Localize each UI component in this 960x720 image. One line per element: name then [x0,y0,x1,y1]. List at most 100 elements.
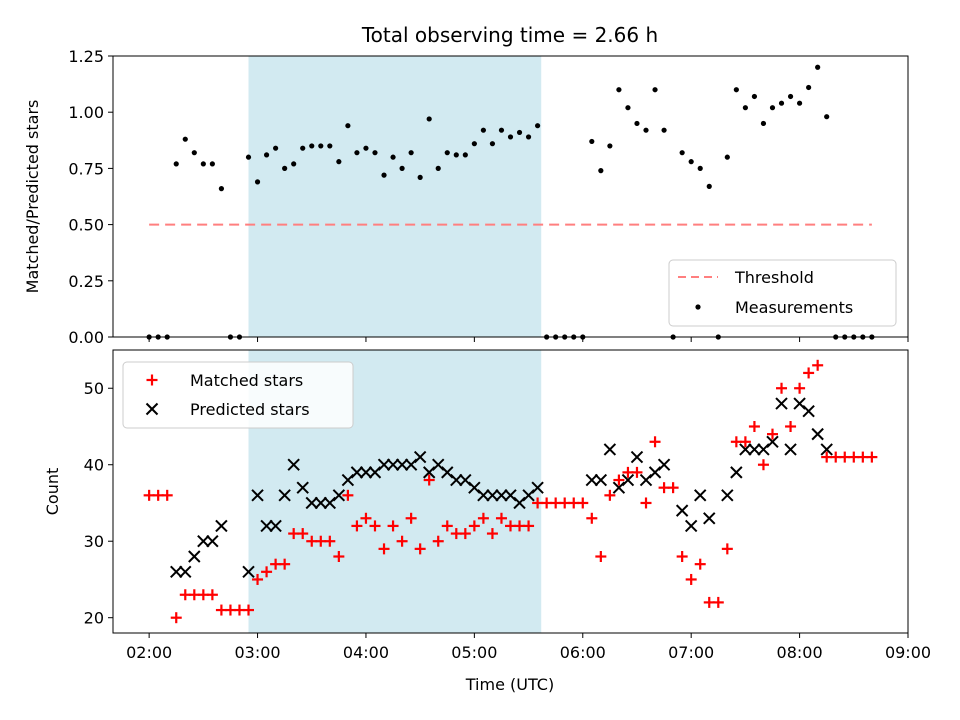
predicted-star-point [305,496,318,510]
top-shaded-span [248,56,542,337]
measurement-point [191,150,197,156]
predicted-star-point [197,535,210,548]
measurement-point [282,165,288,171]
matched-star-point [694,558,706,570]
measurement-point [607,143,613,149]
y-tick-label: 30 [84,532,104,551]
predicted-star-point [395,458,409,471]
predicted-star-point [170,565,183,579]
matched-star-point [243,604,255,616]
x-tick-label: 08:00 [777,643,823,662]
measurement-point [643,127,649,133]
matched-star-point [459,528,471,540]
top-x-ticks [148,337,909,342]
x-tick-label: 07:00 [668,643,714,662]
measurement-point [453,152,459,158]
matched-star-point [803,367,815,379]
matched-star-point [649,436,661,448]
legend-matched-label: Matched stars [190,371,303,390]
matched-star-point [676,551,688,563]
measurement-point [516,129,523,136]
predicted-star-point [386,458,400,471]
measurement-point [733,87,739,93]
measurement-point [390,154,396,160]
matched-star-point [342,489,354,501]
matched-star-point [387,520,399,532]
predicted-star-point [585,473,599,487]
measurement-point [336,159,342,165]
matched-star-point [486,528,498,540]
top-title: Total observing time = 2.66 h [361,23,658,47]
matched-star-point [776,382,788,394]
x-tick-label: 03:00 [234,643,280,662]
matched-star-point [477,512,489,524]
x-tick-label: 02:00 [126,643,172,662]
legend-predicted-label: Predicted stars [190,400,310,419]
measurement-point [372,150,378,156]
predicted-star-point [703,512,716,525]
predicted-star-point [188,550,201,563]
predicted-star-point [206,535,219,548]
measurement-point [815,64,821,70]
measurement-point [697,165,703,171]
measurement-point [688,159,694,165]
measurement-point [634,120,640,127]
x-tick-label: 06:00 [560,643,606,662]
matched-star-point [405,512,417,524]
matched-star-point [667,482,679,494]
measurement-point [706,183,712,189]
predicted-star-point [450,473,463,487]
measurement-point [778,100,785,106]
predicted-star-point [215,519,228,533]
matched-star-point [468,520,480,532]
predicted-star-point [748,443,761,456]
measurement-point [806,84,812,91]
measurement-point [273,145,279,151]
matched-star-point [685,573,697,585]
predicted-star-point [332,489,346,502]
predicted-star-point [675,504,689,517]
predicted-star-point [377,458,391,471]
predicted-star-point [314,496,327,510]
predicted-star-point [811,427,824,441]
measurement-point [480,127,486,133]
predicted-star-point [694,489,707,502]
predicted-star-point [739,443,752,456]
predicted-star-point [684,519,698,533]
matched-star-point [161,489,173,501]
matched-star-point [757,459,769,471]
matched-star-point [785,420,797,432]
predicted-star-point [242,565,255,579]
matched-star-point [378,543,390,555]
y-tick-label: 50 [84,379,104,398]
predicted-star-point [269,519,282,533]
matched-star-point [297,528,309,540]
bottom-axes-frame [112,349,909,634]
predicted-star-point [413,450,427,464]
measurement-point [254,179,261,185]
measurement-point [318,143,324,149]
matched-star-point [360,512,372,524]
measurement-point [796,100,803,106]
measurement-point [200,161,206,167]
matched-star-point [586,512,598,524]
measurement-point [182,136,188,142]
matched-star-point [261,566,273,578]
predicted-star-point [296,481,309,494]
predicted-star-point [594,473,608,487]
predicted-star-point [486,489,499,502]
y-tick-label: 40 [84,456,104,475]
measurements-series [146,64,875,340]
matched-star-point [866,451,878,463]
measurement-point [426,116,432,122]
measurement-point [616,87,622,93]
predicted-star-point [251,489,264,502]
legend-measurements-label: Measurements [735,298,853,317]
measurement-point [363,145,369,151]
matched-star-point [324,535,336,547]
matched-star-point [577,497,589,509]
top-panel: 0.00 0.25 0.50 0.75 1.00 1.25 Total observing… [23,23,909,347]
measurement-point [462,152,468,158]
matched-star-point [170,612,182,624]
